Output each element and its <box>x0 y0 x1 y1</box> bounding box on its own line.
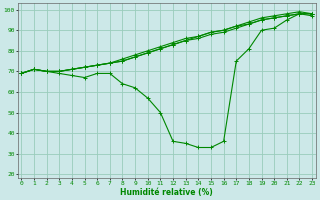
X-axis label: Humidité relative (%): Humidité relative (%) <box>120 188 213 197</box>
